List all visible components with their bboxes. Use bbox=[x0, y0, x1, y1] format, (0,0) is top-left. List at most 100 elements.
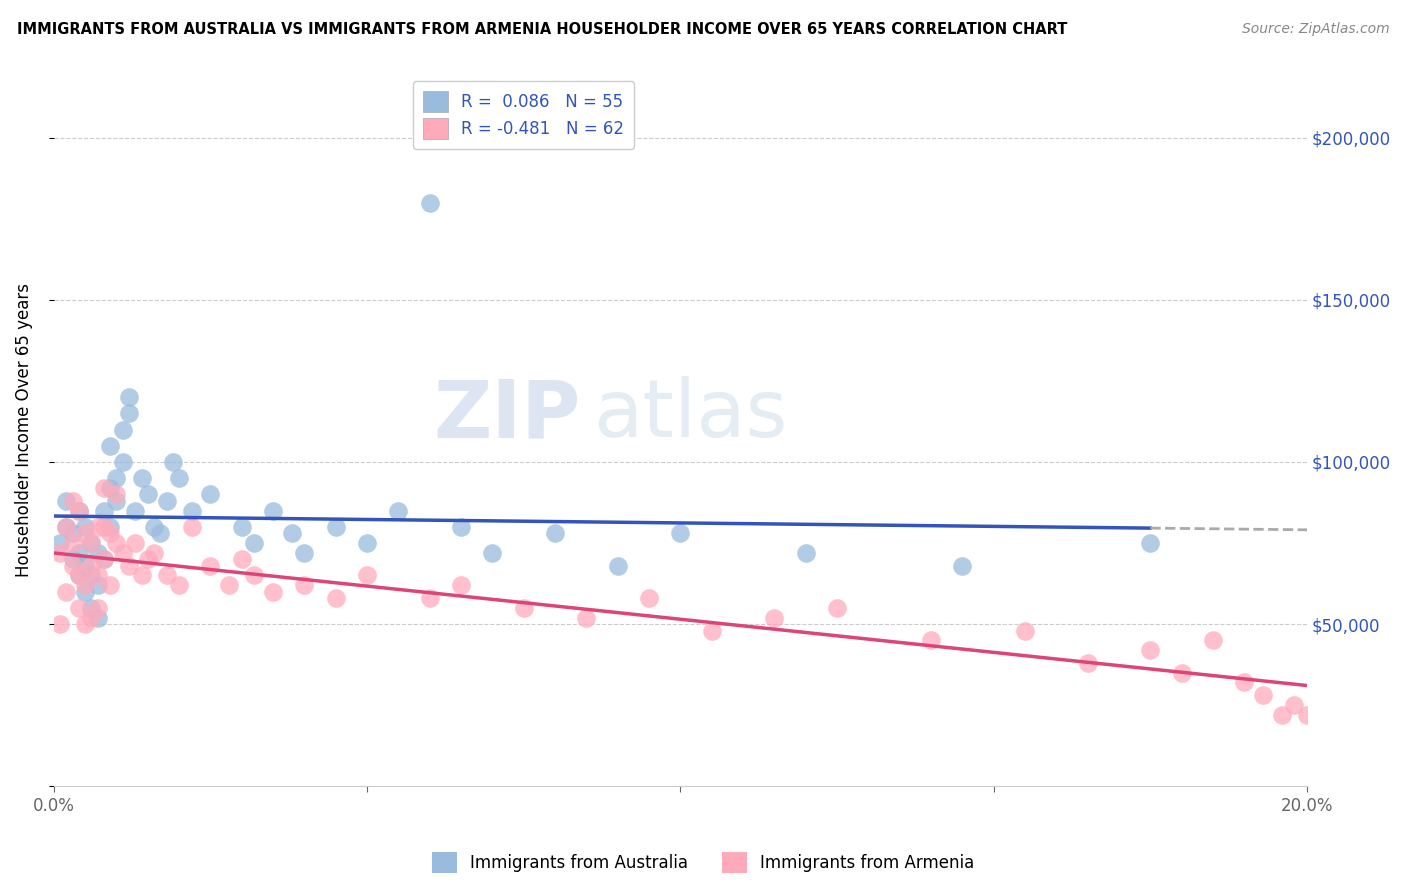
Text: atlas: atlas bbox=[593, 376, 787, 454]
Point bbox=[67, 600, 90, 615]
Point bbox=[62, 552, 84, 566]
Point bbox=[669, 526, 692, 541]
Point bbox=[387, 503, 409, 517]
Point bbox=[80, 610, 103, 624]
Point bbox=[124, 536, 146, 550]
Point bbox=[86, 578, 108, 592]
Point bbox=[136, 552, 159, 566]
Point bbox=[1271, 707, 1294, 722]
Point bbox=[55, 494, 77, 508]
Point bbox=[111, 423, 134, 437]
Point bbox=[75, 526, 97, 541]
Point bbox=[950, 558, 973, 573]
Point bbox=[93, 552, 115, 566]
Point bbox=[180, 503, 202, 517]
Point bbox=[131, 568, 153, 582]
Point bbox=[763, 610, 786, 624]
Point bbox=[450, 520, 472, 534]
Point bbox=[105, 487, 128, 501]
Point bbox=[86, 546, 108, 560]
Point bbox=[98, 439, 121, 453]
Point bbox=[86, 600, 108, 615]
Point bbox=[1284, 698, 1306, 712]
Point bbox=[49, 536, 72, 550]
Point bbox=[167, 471, 190, 485]
Point bbox=[62, 526, 84, 541]
Point bbox=[93, 552, 115, 566]
Point bbox=[180, 520, 202, 534]
Point bbox=[1202, 633, 1225, 648]
Point bbox=[67, 568, 90, 582]
Point bbox=[80, 568, 103, 582]
Y-axis label: Householder Income Over 65 years: Householder Income Over 65 years bbox=[15, 283, 32, 576]
Point bbox=[1139, 536, 1161, 550]
Point bbox=[98, 520, 121, 534]
Point bbox=[450, 578, 472, 592]
Point bbox=[325, 591, 347, 606]
Point bbox=[105, 494, 128, 508]
Text: IMMIGRANTS FROM AUSTRALIA VS IMMIGRANTS FROM ARMENIA HOUSEHOLDER INCOME OVER 65 : IMMIGRANTS FROM AUSTRALIA VS IMMIGRANTS … bbox=[17, 22, 1067, 37]
Point bbox=[75, 558, 97, 573]
Point bbox=[75, 520, 97, 534]
Point bbox=[98, 578, 121, 592]
Point bbox=[638, 591, 661, 606]
Point bbox=[62, 494, 84, 508]
Point bbox=[124, 503, 146, 517]
Point bbox=[794, 546, 817, 560]
Point bbox=[105, 536, 128, 550]
Point bbox=[162, 455, 184, 469]
Point bbox=[67, 503, 90, 517]
Point bbox=[1233, 675, 1256, 690]
Point bbox=[1251, 689, 1274, 703]
Point bbox=[49, 546, 72, 560]
Point bbox=[156, 568, 179, 582]
Point bbox=[67, 568, 90, 582]
Point bbox=[143, 546, 166, 560]
Point bbox=[156, 494, 179, 508]
Point bbox=[93, 520, 115, 534]
Point bbox=[356, 568, 378, 582]
Point bbox=[131, 471, 153, 485]
Text: ZIP: ZIP bbox=[433, 376, 581, 454]
Point bbox=[262, 503, 284, 517]
Point bbox=[75, 578, 97, 592]
Point bbox=[86, 568, 108, 582]
Point bbox=[67, 503, 90, 517]
Point bbox=[98, 481, 121, 495]
Point bbox=[700, 624, 723, 638]
Point bbox=[544, 526, 567, 541]
Point bbox=[356, 536, 378, 550]
Point bbox=[281, 526, 304, 541]
Point bbox=[93, 481, 115, 495]
Point bbox=[55, 584, 77, 599]
Point bbox=[294, 546, 316, 560]
Legend: R =  0.086   N = 55, R = -0.481   N = 62: R = 0.086 N = 55, R = -0.481 N = 62 bbox=[413, 81, 634, 149]
Point bbox=[481, 546, 503, 560]
Point bbox=[80, 600, 103, 615]
Point bbox=[231, 552, 253, 566]
Point bbox=[67, 546, 90, 560]
Point bbox=[1296, 707, 1319, 722]
Point bbox=[1077, 656, 1099, 670]
Point bbox=[93, 503, 115, 517]
Point bbox=[143, 520, 166, 534]
Point bbox=[136, 487, 159, 501]
Point bbox=[62, 558, 84, 573]
Text: Source: ZipAtlas.com: Source: ZipAtlas.com bbox=[1241, 22, 1389, 37]
Point bbox=[419, 195, 441, 210]
Point bbox=[243, 536, 266, 550]
Point bbox=[118, 406, 141, 420]
Point bbox=[75, 617, 97, 632]
Point bbox=[149, 526, 172, 541]
Point bbox=[111, 455, 134, 469]
Point bbox=[575, 610, 598, 624]
Point bbox=[62, 536, 84, 550]
Point bbox=[118, 558, 141, 573]
Point bbox=[218, 578, 240, 592]
Point bbox=[294, 578, 316, 592]
Point bbox=[49, 617, 72, 632]
Point bbox=[262, 584, 284, 599]
Point bbox=[1014, 624, 1036, 638]
Point bbox=[606, 558, 628, 573]
Point bbox=[419, 591, 441, 606]
